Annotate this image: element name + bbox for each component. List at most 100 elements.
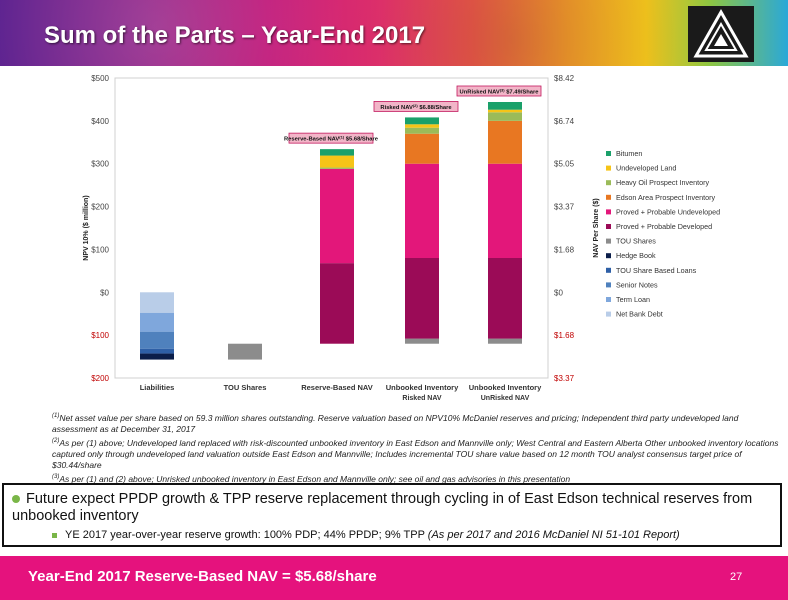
annotation-text: Reserve-Based NAV (284, 137, 339, 143)
annotation-text: UnRisked NAV (460, 90, 500, 96)
bar-segment (140, 348, 174, 354)
bullet-dot-icon (12, 495, 20, 504)
bar-segment (320, 167, 354, 169)
bar-segment (405, 338, 439, 344)
y-tick-label-left: $0 (100, 288, 109, 297)
y-tick-label-right: $5.05 (554, 160, 575, 169)
bar-segment (140, 312, 174, 332)
y-axis-title-right: NAV Per Share ($) (593, 198, 600, 257)
annotation-text: Risked NAV (380, 105, 413, 111)
legend-swatch (606, 238, 611, 244)
bar-segment (488, 109, 522, 113)
bar-segment (140, 353, 174, 360)
nav-chart-container: $500 $400 $300 $200 $100 $0 $100 $200 $8.42 $6.74… (0, 66, 788, 406)
footnote-1-marker: (1) (52, 413, 60, 419)
footnote-3: (3)As per (1) and (2) above; Unrisked un… (52, 472, 782, 485)
footnote-2-text: As per (1) above; Undeveloped land repla… (52, 437, 779, 470)
nav-annotation-box (288, 132, 374, 144)
y-axis-title-left: NPV 10% ($ million) (83, 195, 90, 260)
footnotes: (1)Net asset value per share based on 59… (52, 411, 782, 485)
annotation-value: $6.88/Share (418, 105, 453, 111)
x-category-label: Unbooked Inventory (469, 383, 542, 392)
y-tick-label-left: $500 (91, 74, 109, 83)
annotation-value: $5.68/Share (344, 137, 379, 143)
bar-segment (405, 127, 439, 134)
bar-segment (488, 102, 522, 110)
y-tick-label-right: $3.37 (554, 374, 575, 383)
legend-label: TOU Share Based Loans (616, 266, 697, 275)
x-category-label: TOU Shares (224, 383, 267, 392)
bullet-square-icon (52, 532, 57, 538)
title-banner (0, 0, 788, 66)
legend-label: Hedge Book (616, 251, 656, 260)
annotation-superscript: (1) (339, 135, 345, 140)
bar-segment (320, 155, 354, 168)
y-tick-label-right: $1.68 (554, 331, 575, 340)
y-tick-label-right: $0 (554, 288, 563, 297)
annotation-value: $7.49/Share (505, 90, 540, 96)
page-number: 27 (730, 571, 743, 583)
bar-segment (488, 338, 522, 344)
nav-annotation-label: Risked NAV(2) $6.88/Share (380, 103, 452, 111)
x-category-label: Liabilities (140, 383, 175, 392)
y-tick-label-right: $8.42 (554, 74, 575, 83)
legend-label: Proved + Probable Developed (616, 222, 712, 231)
legend-swatch (606, 224, 611, 229)
bar-segment (140, 292, 174, 313)
legend-swatch (606, 194, 611, 200)
plot-frame (114, 77, 549, 379)
bar-segment (405, 133, 439, 164)
main-bullet-text: Future expect PPDP growth & TPP reserve … (12, 491, 753, 524)
legend-label: TOU Shares (616, 237, 656, 246)
footer-bar: Year-End 2017 Reserve-Based NAV = $5.68/… (0, 556, 788, 600)
legend-label: Bitumen (616, 149, 642, 158)
legend-label: Heavy Oil Prospect Inventory (616, 178, 709, 187)
x-category-sublabel: UnRisked NAV (481, 395, 530, 402)
key-message-box: Future expect PPDP growth & TPP reserve … (2, 483, 782, 547)
triangle-logo-icon (693, 8, 749, 58)
legend-swatch (606, 267, 611, 273)
y-tick-label-right: $3.37 (554, 203, 575, 212)
company-logo (688, 6, 754, 62)
footer-headline: Year-End 2017 Reserve-Based NAV = $5.68/… (28, 568, 377, 585)
legend-swatch (606, 165, 611, 171)
footnote-1: (1)Net asset value per share based on 59… (52, 411, 782, 435)
legend-swatch (606, 297, 611, 302)
legend-swatch (606, 253, 611, 259)
page-title: Sum of the Parts – Year-End 2017 (44, 22, 426, 49)
legend-label: Edson Area Prospect Inventory (616, 193, 715, 202)
y-tick-label-left: $100 (91, 245, 109, 254)
legend-label: Term Loan (616, 295, 650, 304)
bar-segment (405, 258, 439, 339)
legend-label: Senior Notes (616, 280, 658, 289)
footnote-2-marker: (2) (52, 437, 60, 444)
y-tick-label-right: $6.74 (554, 117, 575, 126)
bar-segment (140, 331, 174, 349)
y-tick-label-right: $1.68 (554, 245, 575, 254)
y-tick-label-left: $300 (91, 160, 109, 169)
footnote-3-text: As per (1) and (2) above; Unrisked unboo… (59, 473, 571, 484)
legend-label: Undeveloped Land (616, 164, 676, 173)
legend-label: Proved + Probable Undeveloped (616, 207, 720, 216)
y-tick-label-left: $200 (91, 203, 109, 212)
x-category-label: Reserve-Based NAV (301, 383, 373, 392)
bar-segment (488, 163, 522, 258)
bar-segment (228, 343, 262, 360)
bar-segment (320, 149, 354, 156)
y-tick-label-left: $100 (91, 331, 109, 340)
legend-swatch (606, 151, 611, 156)
footnote-3-marker: (3) (52, 473, 60, 480)
bar-segment (405, 117, 439, 125)
main-bullet: Future expect PPDP growth & TPP reserve … (12, 491, 772, 525)
sub-bullet: YE 2017 year-over-year reserve growth: 1… (52, 529, 680, 541)
bar-segment (488, 120, 522, 164)
y-tick-label-left: $400 (91, 117, 109, 126)
sub-bullet-text: YE 2017 year-over-year reserve growth: 1… (65, 529, 425, 541)
y-tick-label-left: $200 (91, 374, 109, 383)
legend-swatch (606, 311, 611, 317)
legend-label: Net Bank Debt (616, 310, 663, 319)
annotation-superscript: (2) (413, 103, 419, 108)
bar-segment (320, 168, 354, 264)
bar-segment (488, 112, 522, 121)
x-category-label: Unbooked Inventory (386, 383, 459, 392)
